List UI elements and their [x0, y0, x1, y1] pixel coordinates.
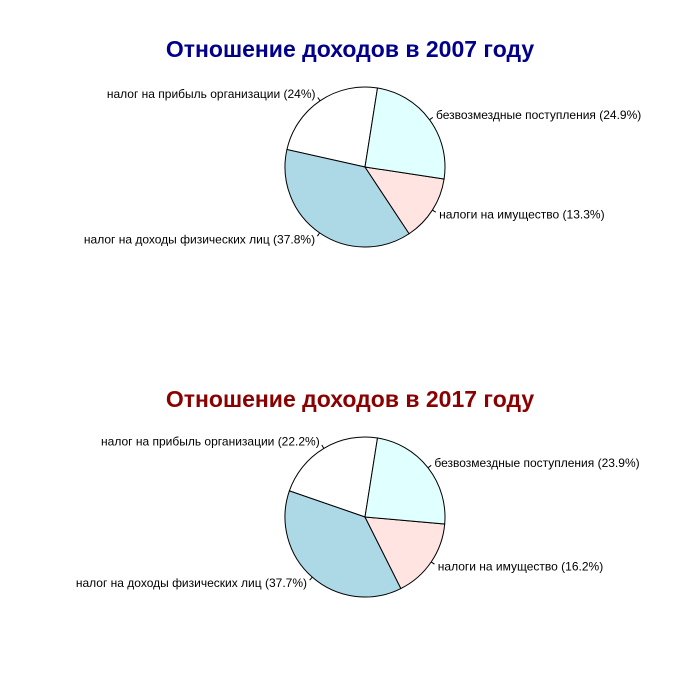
- pie-chart-2017: Отношение доходов в 2017 году налог на п…: [0, 350, 700, 700]
- pie-slice: [286, 86, 379, 168]
- pie-slice: [288, 436, 379, 518]
- pie-svg-2017: налог на прибыль организации (22.2%) нало…: [76, 435, 640, 598]
- pie-slice-label: налог на доходы физических лиц (37.8%): [84, 232, 315, 246]
- chart-title-2007: Отношение доходов в 2007 году: [165, 36, 535, 62]
- pie-label-tick: [309, 576, 313, 581]
- pie-slice-label: налог на доходы физических лиц (37.7%): [76, 576, 307, 590]
- pie-slice-label: налоги на имущество (16.2%): [438, 559, 603, 573]
- pie-label-tick: [317, 97, 321, 102]
- chart-title-2017: Отношение доходов в 2017 году: [165, 386, 535, 412]
- pie-slice: [364, 87, 446, 180]
- pie-slice: [363, 166, 445, 235]
- pie-chart-2007: Отношение доходов в 2007 году налог на п…: [84, 36, 641, 248]
- pie-svg-2007: налог на прибыль организации (24%) налог …: [84, 86, 641, 248]
- pie-label-tick: [429, 117, 434, 121]
- pie-label-tick: [430, 561, 435, 565]
- pie-label-tick: [432, 209, 437, 213]
- pie-slice-label: налог на прибыль организации (24%): [107, 87, 316, 101]
- pie-label-tick: [427, 464, 432, 469]
- pie-slice: [364, 437, 446, 525]
- pie-slice-label: безвозмездные поступления (24.9%): [436, 108, 641, 122]
- pie-slice: [364, 516, 446, 590]
- pie-slice-label: безвозмездные поступления (23.9%): [434, 456, 639, 470]
- pie-label-tick: [316, 232, 321, 237]
- pie-slice-label: налог на прибыль организации (22.2%): [101, 435, 320, 449]
- pie-slice-label: налоги на имущество (13.3%): [439, 207, 604, 221]
- pie-label-tick: [321, 444, 325, 449]
